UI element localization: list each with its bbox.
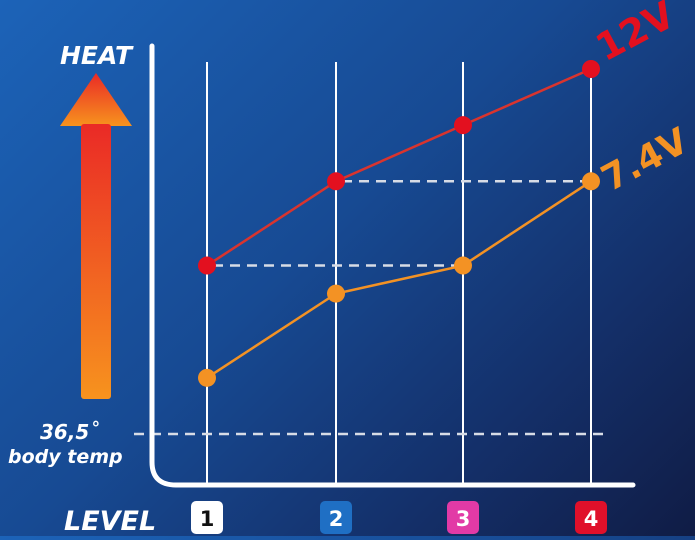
baseline-label: body temp xyxy=(8,446,123,468)
x-tick-box-2 xyxy=(320,501,352,534)
x-tick-box-4 xyxy=(575,501,607,534)
data-point-12v-level-4 xyxy=(582,60,600,78)
series-line-12v xyxy=(206,67,592,267)
x-tick-level-4: 4 xyxy=(575,501,607,534)
x-tick-label-3: 3 xyxy=(456,507,471,531)
data-point-7-4v-level-3 xyxy=(454,256,472,275)
heat-arrow xyxy=(60,73,132,399)
x-tick-labels: 1 2 3 4 xyxy=(191,501,607,534)
series-line-7-4v xyxy=(206,180,592,379)
series-layer: 12V 7.4V xyxy=(198,0,695,387)
x-tick-label-4: 4 xyxy=(584,507,599,531)
series-label-12v: 12V xyxy=(589,0,683,70)
data-point-12v-level-1 xyxy=(198,256,216,275)
data-point-7-4v-level-1 xyxy=(198,368,216,387)
x-tick-level-2: 2 xyxy=(320,501,352,534)
x-tick-box-3 xyxy=(447,501,479,534)
reference-lines xyxy=(213,180,591,267)
x-axis-label: LEVEL xyxy=(64,506,156,536)
y-axis-label: HEAT xyxy=(60,41,134,70)
data-point-12v-level-3 xyxy=(454,116,472,135)
baseline-value-label: 36,5˚ xyxy=(40,420,99,444)
x-tick-label-1: 1 xyxy=(200,507,215,531)
series-label-7-4v: 7.4V xyxy=(595,121,695,200)
data-point-12v-level-2 xyxy=(327,172,345,191)
x-tick-level-1: 1 xyxy=(191,501,223,534)
data-point-7-4v-level-2 xyxy=(327,284,345,303)
chart-axes xyxy=(149,43,636,488)
x-tick-box-1 xyxy=(191,501,223,534)
x-tick-label-2: 2 xyxy=(329,507,344,531)
heat-arrow-shaft xyxy=(81,124,111,399)
heat-arrow-head xyxy=(60,73,132,126)
x-tick-level-3: 3 xyxy=(447,501,479,534)
grid-layer xyxy=(206,62,592,483)
data-point-7-4v-level-4 xyxy=(582,172,600,191)
